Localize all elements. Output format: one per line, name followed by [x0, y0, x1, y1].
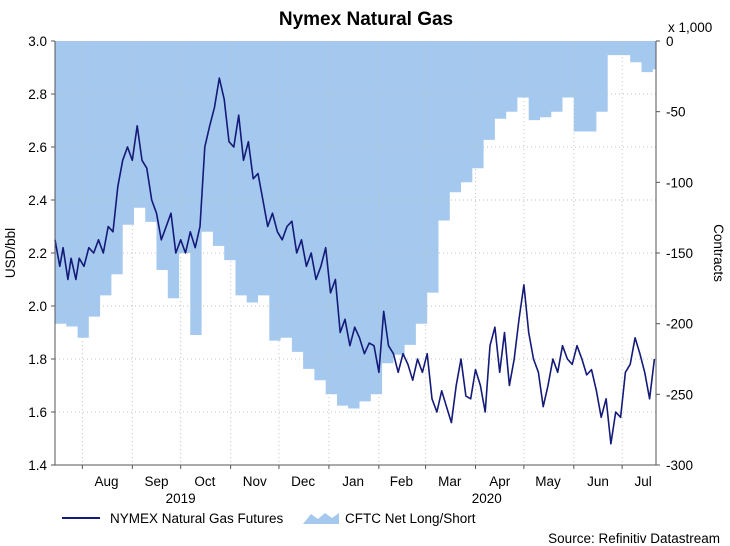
left-tick-label: 2.0 [28, 299, 47, 314]
right-tick-label: -50 [666, 105, 686, 120]
right-axis-ticks: 0 -50 -100 -150 -200 -250 -300 [656, 34, 693, 473]
right-axis-label: Contracts [711, 224, 726, 282]
x-tick-label-year: 2020 [472, 491, 502, 506]
x-axis-month-ticks: Aug Sep Oct Nov Dec Jan Feb Mar Apr May Jun Jul [81, 465, 652, 489]
x-tick-label-year: 2019 [166, 491, 196, 506]
cftc-area-series [55, 41, 656, 409]
chart-title: Nymex Natural Gas [279, 9, 453, 30]
x-tick-label-month: May [535, 474, 561, 489]
x-tick-label-month: Dec [291, 474, 315, 489]
legend: NYMEX Natural Gas Futures CFTC Net Long/… [62, 511, 476, 526]
x-tick-label-month: Oct [194, 474, 215, 489]
left-tick-label: 2.4 [28, 193, 47, 208]
x-tick-label-month: Sep [144, 474, 168, 489]
x-tick-label-month: Feb [390, 474, 413, 489]
x-axis-year-ticks: 2019 2020 [166, 491, 502, 506]
legend-label-futures: NYMEX Natural Gas Futures [110, 511, 284, 526]
cftc-area [55, 41, 656, 409]
x-tick-label-month: Aug [95, 474, 119, 489]
left-tick-label: 2.8 [28, 87, 47, 102]
left-tick-label: 1.6 [28, 405, 47, 420]
right-axis-multiplier: x 1,000 [668, 20, 712, 35]
futures-line-series [54, 77, 656, 445]
left-tick-label: 1.4 [28, 458, 47, 473]
legend-label-cftc: CFTC Net Long/Short [345, 511, 476, 526]
right-tick-label: 0 [666, 34, 674, 49]
legend-swatch-cftc [303, 513, 339, 524]
left-tick-label: 3.0 [28, 34, 47, 49]
x-tick-label-month: Jul [634, 474, 651, 489]
left-tick-label: 2.2 [28, 246, 47, 261]
left-axis-ticks: 1.4 1.6 1.8 2.0 2.2 2.4 2.6 2.8 3.0 [28, 34, 55, 473]
gridlines [55, 41, 656, 465]
x-tick-label-month: Jan [342, 474, 364, 489]
left-axis-label: USD/bbl [3, 228, 18, 278]
right-tick-label: -200 [666, 317, 693, 332]
right-tick-label: -250 [666, 387, 693, 402]
x-tick-label-month: Apr [489, 474, 511, 489]
x-tick-label-month: Jun [587, 474, 609, 489]
x-tick-label-month: Mar [438, 474, 462, 489]
left-tick-label: 2.6 [28, 140, 47, 155]
right-tick-label: -300 [666, 458, 693, 473]
futures-line [54, 77, 656, 445]
right-tick-label: -100 [666, 175, 693, 190]
right-tick-label: -150 [666, 246, 693, 261]
x-tick-label-month: Nov [243, 474, 267, 489]
left-tick-label: 1.8 [28, 352, 47, 367]
source-note: Source: Refinitiv Datastream [548, 531, 720, 546]
